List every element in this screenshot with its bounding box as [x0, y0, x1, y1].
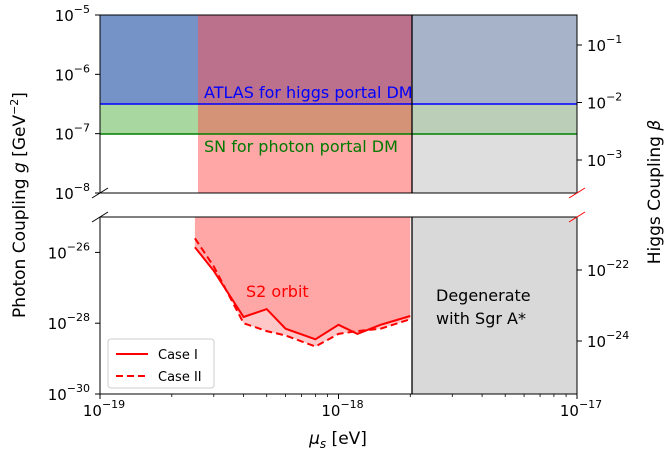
lower-panel [194, 217, 577, 394]
case-ii-line [194, 237, 411, 348]
x-tick-label-1: 10−18 [321, 398, 363, 420]
y-lower-tick-label-1: 10−28 [48, 311, 90, 333]
degenerate-label-2: with Sgr A* [436, 309, 526, 328]
y-upper-tick-label-1: 10−6 [55, 62, 90, 84]
s2-between-cases [194, 238, 411, 347]
break-mark-right-top [568, 187, 586, 199]
degenerate-label-1: Degenerate [436, 286, 531, 305]
break-mark-left-bottom [91, 211, 109, 223]
upper-panel [100, 15, 577, 193]
y-upper-tick-label-2: 10−7 [55, 122, 90, 144]
s2-orbit-label: S2 orbit [246, 282, 309, 301]
x-tick-label-0: 10−19 [83, 398, 125, 420]
break-mark-right-bottom [568, 211, 586, 223]
legend: Case I Case II [107, 338, 215, 389]
s2-region-lower [194, 217, 411, 340]
right-lower-tick-label-0: 10−22 [587, 258, 629, 280]
atlas-label: ATLAS for higgs portal DM [204, 83, 413, 102]
y-lower-tick-label-0: 10−26 [48, 240, 90, 262]
right-upper-tick-label-0: 10−1 [587, 33, 622, 55]
axis-break-gap [99, 194, 579, 216]
y-lower-tick-label-2: 10−30 [48, 382, 90, 404]
case-i-line [194, 246, 411, 341]
x-tick-label-2: 10−17 [560, 398, 602, 420]
y-axis-label-right: Higgs Coupling β [645, 120, 665, 265]
y-axis-label-left: Photon Coupling g [GeV−2] [8, 92, 30, 318]
legend-case-ii-label: Case II [158, 370, 202, 385]
right-upper-tick-label-1: 10−2 [587, 91, 622, 113]
legend-case-i-label: Case I [158, 348, 198, 363]
y-upper-tick-label-0: 10−5 [55, 3, 90, 25]
right-lower-tick-label-1: 10−24 [587, 329, 629, 351]
y-upper-tick-label-3: 10−8 [55, 181, 90, 203]
sn-label: SN for photon portal DM [204, 137, 398, 156]
right-upper-tick-label-2: 10−3 [587, 148, 622, 170]
upper-frame [99, 14, 578, 194]
tick-layer: 10−19 10−18 10−17 10−5 10−6 10−7 10−8 10−26 10−2… [48, 3, 630, 420]
legend-box [107, 338, 215, 389]
degenerate-region-lower [412, 217, 577, 394]
x-axis-label: μs [eV] [308, 429, 367, 449]
